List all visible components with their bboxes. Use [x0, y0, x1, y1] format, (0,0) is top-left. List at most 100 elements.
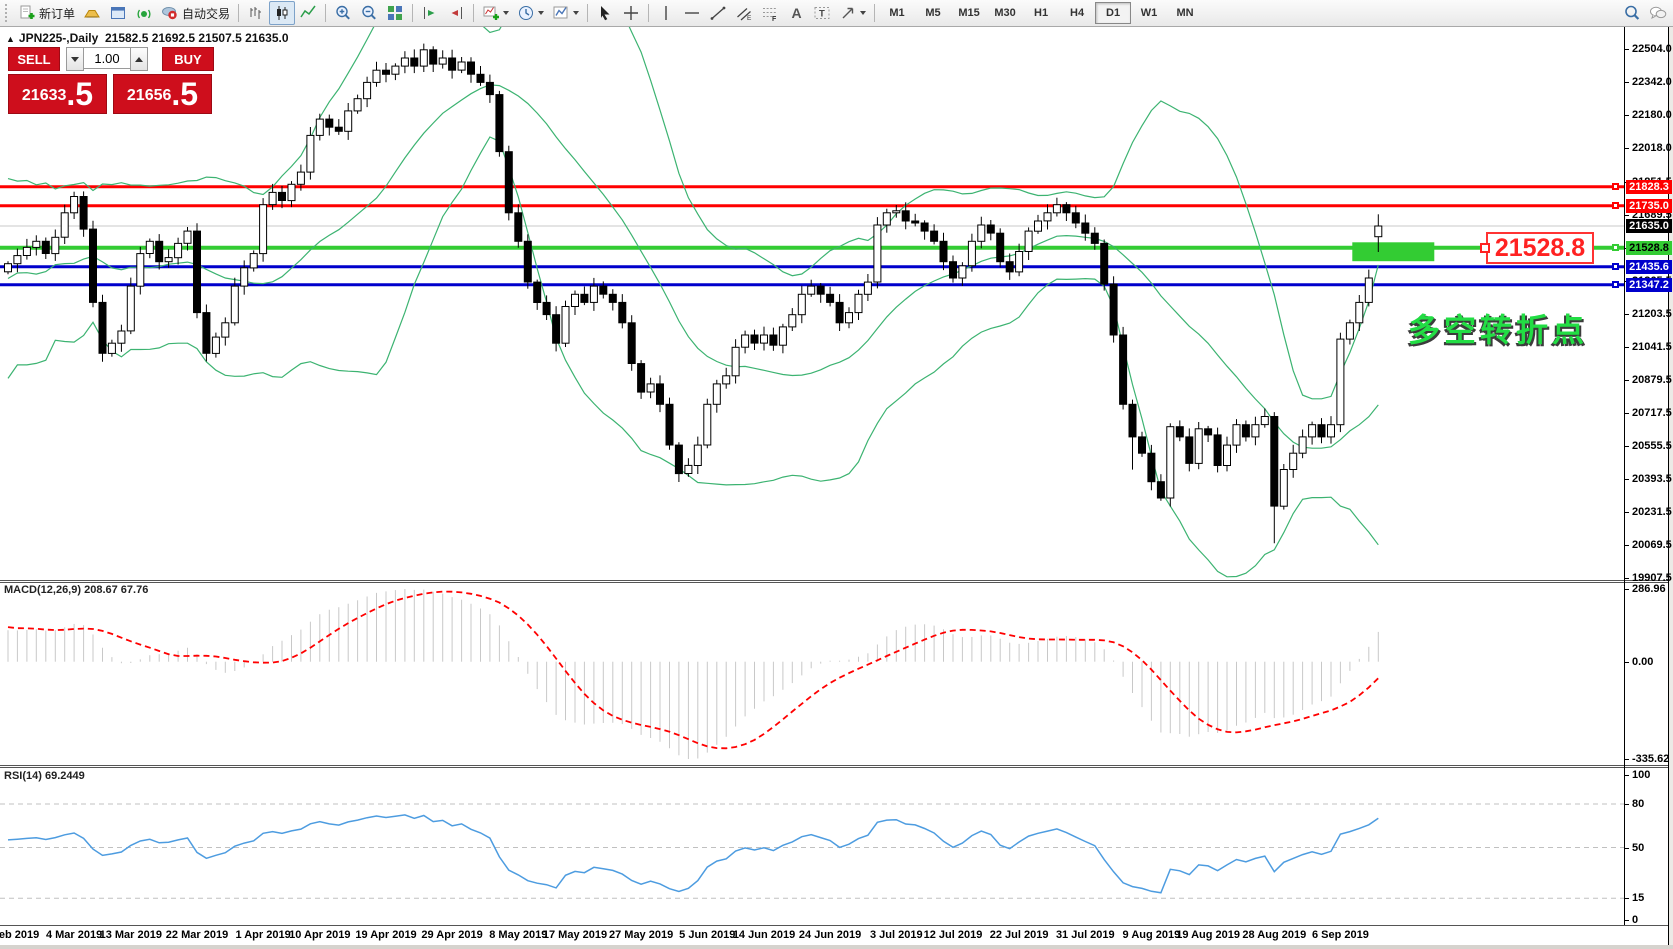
timeframe-m5-button[interactable]: M5: [925, 7, 941, 19]
rsi-axis-tick: [1624, 847, 1629, 849]
ohlc-values: 21582.5 21692.5 21507.5 21635.0: [104, 31, 289, 45]
toolbar-separator: [874, 4, 876, 22]
bar-chart-button[interactable]: [243, 1, 269, 25]
macd-chart-canvas[interactable]: [0, 583, 1624, 765]
data-window-button[interactable]: [105, 1, 131, 25]
chart-shift-button[interactable]: [443, 1, 469, 25]
sell-button[interactable]: SELL: [8, 47, 60, 71]
turning-point-annotation[interactable]: 多空转折点: [1408, 312, 1589, 348]
signals-button[interactable]: [131, 1, 157, 25]
buy-button[interactable]: BUY: [162, 47, 214, 71]
fibonacci-icon: F: [761, 4, 779, 23]
pane-separator[interactable]: [0, 765, 1673, 768]
triangle-down-icon: [71, 56, 79, 62]
timeframe-m15-button[interactable]: M15: [958, 7, 980, 19]
hline-handle[interactable]: [1612, 244, 1619, 252]
new-order-label: 新订单: [39, 6, 76, 21]
vertical-line-button[interactable]: [653, 1, 679, 25]
macd-values: 208.67 67.76: [84, 584, 149, 596]
periods-button[interactable]: [513, 1, 548, 25]
zoom-out-icon: [360, 4, 378, 22]
indicators-button[interactable]: [478, 1, 513, 25]
toolbar: 新订单 自动交易 E F A T M1 M5 M15 M30 H1 H4 D1 W1 MN: [0, 0, 1673, 27]
horizontal-line-button[interactable]: [679, 1, 705, 25]
auto-scroll-button[interactable]: [417, 1, 443, 25]
timeframe-m30-button[interactable]: M30: [994, 7, 1016, 19]
buy-price-main: 21656: [126, 87, 172, 104]
pane-separator[interactable]: [0, 580, 1673, 583]
tile-windows-button[interactable]: [382, 1, 408, 25]
arrows-button[interactable]: [835, 1, 870, 25]
svg-text:F: F: [772, 16, 777, 22]
rsi-chart-canvas[interactable]: [0, 768, 1624, 925]
timeframe-h1-button[interactable]: H1: [1034, 7, 1049, 19]
hline-handle[interactable]: [1612, 281, 1619, 289]
volume-decrease-button[interactable]: [66, 47, 84, 71]
text-button[interactable]: A: [783, 1, 809, 25]
pane-separator[interactable]: [0, 925, 1673, 927]
chat-button[interactable]: [1645, 1, 1671, 25]
fibonacci-button[interactable]: F: [757, 1, 783, 25]
volume-increase-button[interactable]: [130, 47, 148, 71]
trendline-button[interactable]: [705, 1, 731, 25]
price-axis-tick: [1624, 214, 1629, 216]
price-axis-separator: [1624, 27, 1625, 925]
timeframe-mn-button[interactable]: MN: [1176, 7, 1194, 19]
equidistant-channel-button[interactable]: E: [731, 1, 757, 25]
cursor-button[interactable]: [592, 1, 618, 25]
auto-scroll-icon: [421, 4, 439, 22]
date-axis-label: 14 Jun 2019: [732, 929, 796, 941]
sell-price-box[interactable]: 21633.5: [8, 74, 107, 114]
main-chart-canvas[interactable]: [0, 27, 1624, 580]
price-level-label: 21528.8: [1626, 240, 1672, 255]
line-chart-button[interactable]: [295, 1, 321, 25]
price-axis-tick: [1624, 82, 1629, 83]
toolbar-grip[interactable]: [5, 4, 11, 22]
timeframe-d1-button[interactable]: D1: [1095, 2, 1132, 24]
text-label-button[interactable]: T: [809, 1, 835, 25]
rsi-value: 69.2449: [44, 770, 85, 782]
price-axis-tick-label: 20393.5: [1632, 473, 1672, 485]
macd-axis-tick: [1624, 759, 1629, 760]
trendline-icon: [709, 4, 727, 22]
new-order-icon: [18, 4, 36, 22]
hline-handle[interactable]: [1612, 183, 1619, 191]
timeframe-m1-button[interactable]: M1: [889, 7, 905, 19]
date-axis-label: 22 Mar 2019: [165, 929, 229, 941]
candlestick-chart-button[interactable]: [269, 1, 296, 25]
autotrading-button[interactable]: 自动交易: [157, 1, 234, 25]
price-level-label: 21347.2: [1626, 277, 1672, 292]
search-button[interactable]: [1619, 1, 1645, 25]
equidistant-channel-icon: E: [735, 4, 753, 22]
price-axis-tick-label: 20879.5: [1632, 374, 1672, 386]
price-callout-label[interactable]: 21528.8: [1486, 232, 1594, 264]
cursor-icon: [596, 4, 614, 22]
hline-handle[interactable]: [1612, 263, 1619, 271]
crosshair-button[interactable]: [618, 1, 644, 25]
volume-input[interactable]: [84, 47, 130, 69]
timeframe-h4-button[interactable]: H4: [1070, 7, 1085, 19]
rsi-axis-tick-label: 100: [1632, 769, 1651, 781]
sell-price-frac: .5: [66, 76, 94, 112]
crosshair-icon: [622, 4, 640, 22]
zoom-out-button[interactable]: [356, 1, 382, 25]
price-axis-tick: [1624, 347, 1629, 348]
autotrading-label: 自动交易: [182, 6, 231, 21]
chevron-down-icon: [573, 11, 580, 15]
callout-handle[interactable]: [1480, 243, 1490, 253]
timeframe-w1-button[interactable]: W1: [1140, 7, 1158, 19]
candlestick-chart-icon: [273, 4, 291, 22]
market-watch-button[interactable]: [79, 1, 105, 25]
buy-price-frac: .5: [171, 76, 199, 112]
price-level-label: 21435.6: [1626, 259, 1672, 274]
zoom-in-button[interactable]: [330, 1, 356, 25]
buy-price-box[interactable]: 21656.5: [113, 74, 212, 114]
indicators-icon: [482, 4, 500, 22]
autotrading-icon: [161, 4, 179, 22]
date-axis-label: 8 May 2019: [489, 929, 548, 941]
templates-button[interactable]: [548, 1, 583, 25]
new-order-button[interactable]: 新订单: [14, 1, 79, 25]
hline-handle[interactable]: [1612, 202, 1619, 210]
collapse-panel-icon[interactable]: ▲: [6, 34, 15, 44]
date-axis-label: 19 Apr 2019: [355, 929, 417, 941]
